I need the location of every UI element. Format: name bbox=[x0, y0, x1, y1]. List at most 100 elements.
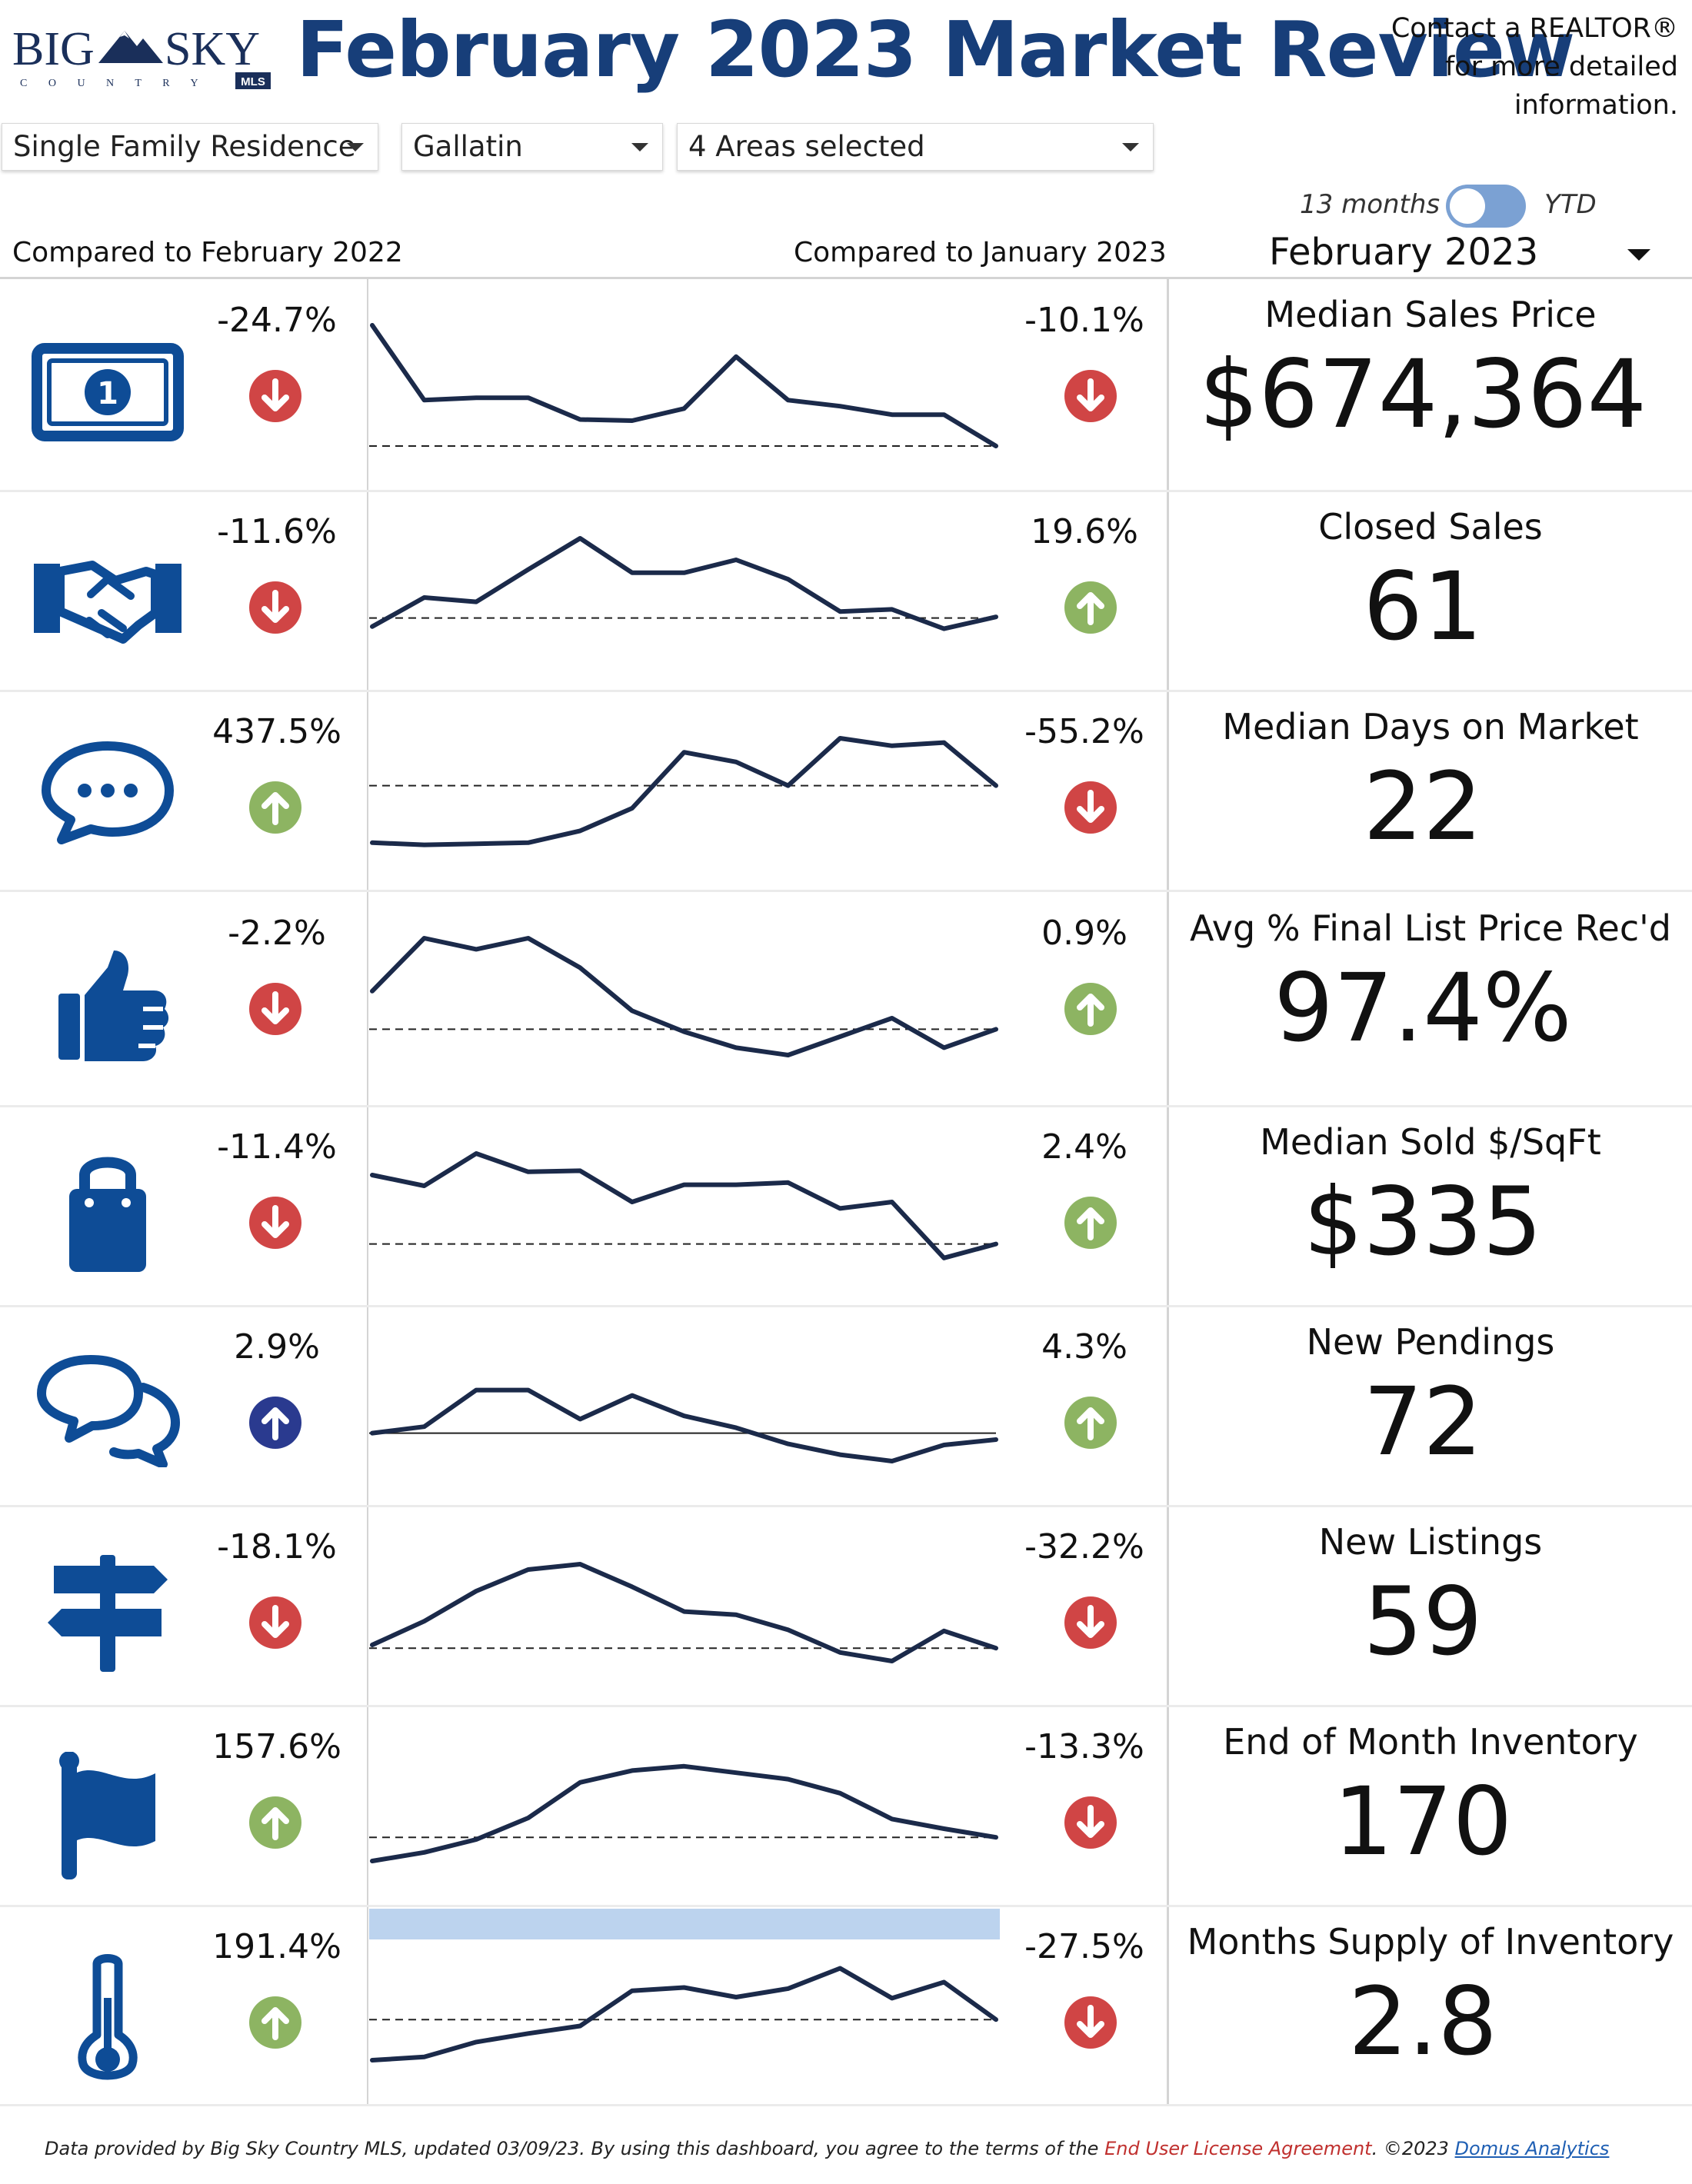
metric-sparkline[interactable] bbox=[369, 279, 1000, 492]
sparkline-point bbox=[942, 627, 946, 631]
sparkline-point bbox=[422, 937, 426, 940]
column-divider-left bbox=[367, 278, 368, 2106]
metric-title: Closed Sales bbox=[1318, 506, 1543, 548]
sparkline-point bbox=[734, 1426, 738, 1430]
mountain-snowcap bbox=[120, 31, 129, 38]
sparkline-point bbox=[371, 1859, 374, 1863]
metric-title: Median Days on Market bbox=[1222, 706, 1639, 747]
sparkline-point bbox=[994, 1242, 998, 1246]
domus-analytics-link[interactable]: Domus Analytics bbox=[1454, 2138, 1610, 2159]
metric-sparkline[interactable] bbox=[369, 1907, 1000, 2106]
sparkline-point bbox=[890, 413, 894, 417]
thermometer-icon bbox=[31, 1952, 200, 2086]
metric-sparkline[interactable] bbox=[369, 892, 1000, 1107]
sparkline-point bbox=[371, 1431, 374, 1435]
property-type-dropdown[interactable]: Single Family Residence bbox=[2, 123, 378, 171]
metric-row: 437.5% -55.2% Median Days on Market 22 bbox=[0, 692, 1692, 892]
header-divider bbox=[0, 277, 1692, 279]
period-dropdown[interactable]: February 2023 bbox=[1269, 231, 1654, 277]
mom-change: 4.3% bbox=[1041, 1327, 1127, 1367]
arrow-up-icon bbox=[1063, 1195, 1118, 1250]
sparkline-point bbox=[475, 947, 478, 951]
metric-value: 61 bbox=[1363, 552, 1483, 661]
row-divider bbox=[0, 2104, 1692, 2106]
metric-sparkline[interactable] bbox=[369, 1507, 1000, 1707]
county-dropdown[interactable]: Gallatin bbox=[401, 123, 663, 171]
shopping-bag-icon bbox=[31, 1152, 200, 1278]
sparkline-point bbox=[578, 966, 582, 970]
mom-change: -13.3% bbox=[1024, 1727, 1144, 1766]
sparkline-point bbox=[942, 741, 946, 744]
footer-note: Data provided by Big Sky Country MLS, up… bbox=[45, 2138, 1609, 2159]
sparkline-point bbox=[578, 1780, 582, 1784]
sparkline-point bbox=[994, 1646, 998, 1650]
sparkline-point bbox=[630, 1009, 634, 1013]
contact-line-3: information. bbox=[1514, 90, 1678, 121]
sparkline-line bbox=[370, 536, 998, 631]
arrow-up-icon bbox=[1063, 1395, 1118, 1450]
sparkline-point bbox=[942, 1629, 946, 1633]
sparkline-point bbox=[786, 1777, 790, 1781]
sparkline-point bbox=[682, 1986, 686, 1989]
metric-row: 1 -24.7% -10.1% Median Sales Price $674,… bbox=[0, 279, 1692, 492]
yoy-change: 437.5% bbox=[212, 712, 341, 751]
sparkline-point bbox=[682, 1414, 686, 1418]
logo-country: C O U N T R Y bbox=[20, 78, 208, 89]
sparkline-point bbox=[890, 1817, 894, 1821]
footer-text: Data provided by Big Sky Country MLS, up… bbox=[45, 2138, 1105, 2159]
thumbs-up-icon bbox=[31, 944, 200, 1070]
row-divider bbox=[0, 1505, 1692, 1507]
sparkline-point bbox=[475, 396, 478, 400]
brand-logo: BIG SKY C O U N T R Y MLS bbox=[12, 17, 278, 94]
mom-change: -27.5% bbox=[1024, 1927, 1144, 1966]
mom-change: 2.4% bbox=[1041, 1127, 1127, 1167]
metric-title: Months Supply of Inventory bbox=[1187, 1921, 1674, 1963]
arrow-up-icon bbox=[248, 1795, 303, 1850]
sparkline-point bbox=[578, 1563, 582, 1566]
metric-sparkline[interactable] bbox=[369, 1307, 1000, 1507]
sparkline-point bbox=[371, 324, 374, 327]
sparkline-point bbox=[630, 1989, 634, 1993]
metric-value: 59 bbox=[1363, 1567, 1483, 1676]
compare-yoy-label: Compared to February 2022 bbox=[12, 237, 403, 268]
sparkline-point bbox=[786, 578, 790, 581]
logo-big: BIG bbox=[12, 23, 95, 75]
metric-row: -2.2% 0.9% Avg % Final List Price Rec'd … bbox=[0, 892, 1692, 1107]
metric-row: 191.4% -27.5% Months Supply of Inventory… bbox=[0, 1907, 1692, 2106]
sparkline-point bbox=[475, 1590, 478, 1593]
metric-sparkline[interactable] bbox=[369, 692, 1000, 892]
period-value: February 2023 bbox=[1269, 231, 1539, 274]
arrow-down-icon bbox=[248, 580, 303, 635]
sparkline-point bbox=[786, 398, 790, 402]
mom-change: -32.2% bbox=[1024, 1527, 1144, 1566]
yoy-change: -11.6% bbox=[217, 512, 337, 551]
toggle-label-13-months: 13 months bbox=[1300, 189, 1441, 220]
row-divider bbox=[0, 1905, 1692, 1907]
metric-sparkline[interactable] bbox=[369, 492, 1000, 692]
chevron-down-icon bbox=[631, 143, 648, 151]
sparkline-point bbox=[578, 1169, 582, 1173]
metric-sparkline[interactable] bbox=[369, 1707, 1000, 1907]
sparkline-point bbox=[734, 1996, 738, 1999]
sparkline-point bbox=[578, 1417, 582, 1421]
areas-dropdown[interactable]: 4 Areas selected bbox=[677, 123, 1154, 171]
property-type-value: Single Family Residence bbox=[13, 130, 356, 163]
arrow-down-icon bbox=[1063, 1595, 1118, 1650]
sparkline-point bbox=[786, 1054, 790, 1057]
page-title: February 2023 Market Review bbox=[296, 5, 1575, 95]
sparkline-point bbox=[734, 355, 738, 358]
mountain-icon bbox=[98, 31, 163, 63]
sparkline-point bbox=[371, 841, 374, 844]
sparkline-point bbox=[371, 1174, 374, 1177]
metric-row: 157.6% -13.3% End of Month Inventory 170 bbox=[0, 1707, 1692, 1907]
sparkline-point bbox=[371, 1643, 374, 1646]
contact-line-1: Contact a REALTOR® bbox=[1391, 13, 1678, 44]
yoy-change: 2.9% bbox=[234, 1327, 320, 1367]
period-toggle-switch[interactable] bbox=[1446, 185, 1526, 228]
metric-sparkline[interactable] bbox=[369, 1107, 1000, 1307]
sparkline-point bbox=[994, 1836, 998, 1839]
footer-copyright: . ©2023 bbox=[1371, 2138, 1455, 2159]
metric-value: $674,364 bbox=[1198, 340, 1647, 449]
sparkline-point bbox=[786, 1442, 790, 1446]
eula-link[interactable]: End User License Agreement bbox=[1104, 2138, 1372, 2159]
